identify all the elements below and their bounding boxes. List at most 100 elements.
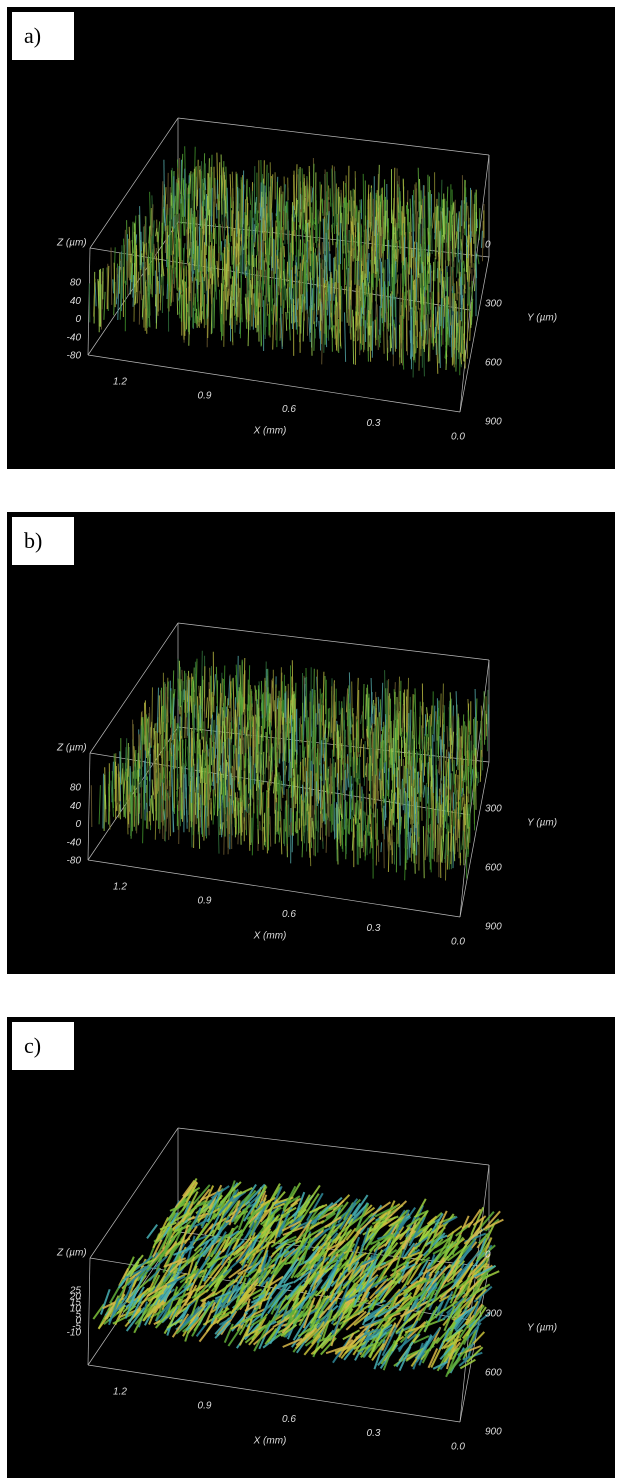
surface-stroke [462, 726, 463, 749]
y-axis-title: Y (µm) [527, 313, 557, 324]
surface-stroke [430, 265, 431, 292]
surface-stroke [180, 731, 181, 788]
surface-stroke [422, 684, 423, 729]
surface-stroke [254, 784, 255, 813]
surface-stroke [406, 732, 407, 744]
z-tick-label: -80 [67, 856, 82, 867]
surface-stroke [390, 296, 391, 307]
surface-stroke [120, 804, 121, 819]
surface-stroke [291, 715, 292, 778]
surface-stroke [370, 192, 371, 227]
z-tick-label: 40 [70, 801, 82, 812]
surface-stroke [223, 291, 224, 325]
z-tick-label: -40 [67, 332, 82, 343]
surface-stroke [358, 758, 359, 785]
surface-stroke [164, 160, 165, 223]
z-tick-label: -80 [67, 351, 82, 362]
surface-stroke [286, 206, 287, 230]
surface-stroke [252, 818, 253, 843]
surface-stroke [404, 237, 405, 269]
surface-stroke [237, 703, 238, 759]
surface-stroke [307, 744, 308, 783]
surface-stroke [313, 705, 314, 764]
surface-stroke [479, 208, 480, 240]
surface-stroke [368, 305, 369, 351]
surface-stroke [266, 240, 267, 255]
surface-stroke [268, 783, 269, 792]
panel-label-box [12, 517, 74, 565]
surface-stroke [111, 248, 112, 305]
surface-stroke [328, 325, 329, 340]
surface-stroke [482, 721, 483, 757]
surface-stroke [275, 728, 276, 766]
surface-stroke [383, 268, 384, 295]
surface-stroke [321, 263, 322, 302]
surface-stroke [394, 704, 395, 764]
surface-stroke [441, 211, 442, 271]
surface-stroke [329, 284, 330, 330]
surface-stroke [419, 825, 420, 837]
surface-stroke [478, 772, 479, 783]
z-tick-label: -40 [67, 837, 82, 848]
surface-stroke [181, 295, 182, 322]
surface-stroke [332, 750, 333, 787]
surface-stroke [419, 332, 420, 371]
surface-stroke [350, 234, 351, 286]
surface-stroke [277, 698, 278, 709]
surface-stroke [425, 786, 426, 811]
surface-stroke [381, 842, 382, 852]
z-tick-label: 0 [75, 314, 81, 325]
surface-stroke [237, 243, 238, 258]
surface-stroke [287, 262, 288, 282]
surface-stroke [405, 788, 406, 814]
surface-stroke [141, 270, 142, 300]
surface-stroke [320, 299, 321, 331]
surface-stroke [217, 725, 218, 752]
surface-stroke [454, 760, 455, 784]
surface-stroke [293, 719, 294, 775]
panel: b)Z (µm)80400-40-801.20.90.60.30.0X (mm)… [7, 512, 615, 974]
surface-stroke [214, 773, 215, 790]
surface-stroke [402, 261, 403, 293]
surface-stroke [344, 203, 345, 245]
surface-stroke [257, 211, 258, 256]
surface-stroke [169, 780, 170, 840]
surface-stroke [349, 709, 350, 762]
surface-stroke [483, 221, 484, 261]
x-tick-label: 0.9 [198, 895, 212, 906]
x-tick-label: 0.6 [282, 909, 296, 920]
surface-stroke [469, 287, 470, 312]
surface-stroke [113, 279, 114, 293]
surface-stroke [336, 242, 337, 303]
surface-stroke [407, 205, 408, 214]
surface-stroke [339, 265, 340, 305]
surface-stroke [130, 766, 131, 792]
surface-stroke [177, 293, 178, 315]
surface-stroke [419, 786, 420, 800]
surface-stroke [283, 192, 284, 241]
surface-stroke [462, 175, 463, 233]
surface-stroke [182, 691, 183, 710]
surface-stroke [321, 740, 322, 774]
surface-stroke [277, 182, 278, 238]
z-tick-label: 80 [70, 278, 82, 289]
surface-stroke [128, 239, 129, 278]
surface-stroke [278, 266, 279, 286]
surface-stroke [141, 232, 142, 251]
surface-stroke [335, 282, 336, 294]
surface-stroke [171, 754, 172, 768]
surface-stroke [145, 703, 146, 751]
surface-stroke [91, 785, 92, 827]
surface-stroke [331, 804, 332, 833]
surface-stroke [400, 187, 401, 232]
surface-stroke [300, 716, 301, 727]
surface-stroke [442, 804, 443, 838]
surface-stroke [270, 723, 271, 736]
x-tick-label: 0.0 [451, 432, 465, 443]
surface-stroke [417, 752, 418, 763]
surface-stroke [463, 298, 464, 309]
surface-stroke [213, 652, 214, 713]
surface-stroke [428, 175, 429, 235]
surface-stroke [318, 210, 319, 242]
surface-stroke [423, 304, 424, 319]
